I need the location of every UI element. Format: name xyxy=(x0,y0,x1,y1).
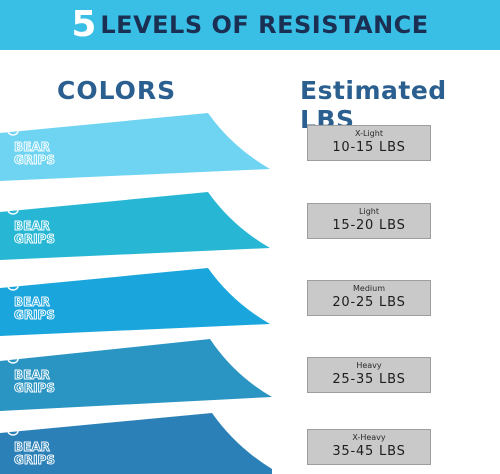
bear-logo-icon: BEAR GRIPS xyxy=(7,205,55,246)
svg-text:GRIPS: GRIPS xyxy=(14,232,55,246)
level-name: X-Heavy xyxy=(352,433,386,442)
title-number: 5 xyxy=(71,4,97,45)
svg-text:GRIPS: GRIPS xyxy=(14,453,55,467)
lbs-range: 25-35 LBS xyxy=(332,372,406,387)
level-name: Heavy xyxy=(356,361,382,370)
level-name: Medium xyxy=(353,284,385,293)
svg-text:BEAR: BEAR xyxy=(14,219,50,233)
resistance-badge-light: Light 15-20 LBS xyxy=(307,203,431,239)
lbs-range: 15-20 LBS xyxy=(332,218,406,233)
resistance-badge-medium: Medium 20-25 LBS xyxy=(307,280,431,316)
bear-logo-icon: BEAR GRIPS xyxy=(7,426,55,467)
svg-text:BEAR: BEAR xyxy=(14,440,50,454)
svg-text:GRIPS: GRIPS xyxy=(14,381,55,395)
colors-heading: COLORS xyxy=(57,76,177,105)
svg-text:BEAR: BEAR xyxy=(14,368,50,382)
svg-text:GRIPS: GRIPS xyxy=(14,153,55,167)
bear-logo-icon: BEAR GRIPS xyxy=(7,354,55,395)
bear-logo-icon: BEAR GRIPS xyxy=(7,126,55,167)
level-name: X-Light xyxy=(355,129,383,138)
estimated-lbs-heading: Estimated LBS xyxy=(300,76,447,134)
band-light: BEAR GRIPS xyxy=(0,192,270,260)
band-heavy: BEAR GRIPS xyxy=(0,339,272,411)
lbs-range: 20-25 LBS xyxy=(332,295,406,310)
title-text: LEVELS OF RESISTANCE xyxy=(100,11,429,39)
svg-text:BEAR: BEAR xyxy=(14,140,50,154)
resistance-badge-x-light: X-Light 10-15 LBS xyxy=(307,125,431,161)
level-name: Light xyxy=(359,207,379,216)
resistance-badge-x-heavy: X-Heavy 35-45 LBS xyxy=(307,429,431,465)
band-x-heavy: BEAR GRIPS xyxy=(0,413,272,474)
lbs-range: 10-15 LBS xyxy=(332,140,406,155)
title-banner: 5 LEVELS OF RESISTANCE xyxy=(0,0,500,50)
svg-text:GRIPS: GRIPS xyxy=(14,308,55,322)
resistance-badge-heavy: Heavy 25-35 LBS xyxy=(307,357,431,393)
lbs-range: 35-45 LBS xyxy=(332,444,406,459)
band-x-light: BEAR GRIPS xyxy=(0,113,270,181)
bear-logo-icon: BEAR GRIPS xyxy=(7,281,55,322)
band-medium: BEAR GRIPS xyxy=(0,268,270,336)
svg-text:BEAR: BEAR xyxy=(14,295,50,309)
